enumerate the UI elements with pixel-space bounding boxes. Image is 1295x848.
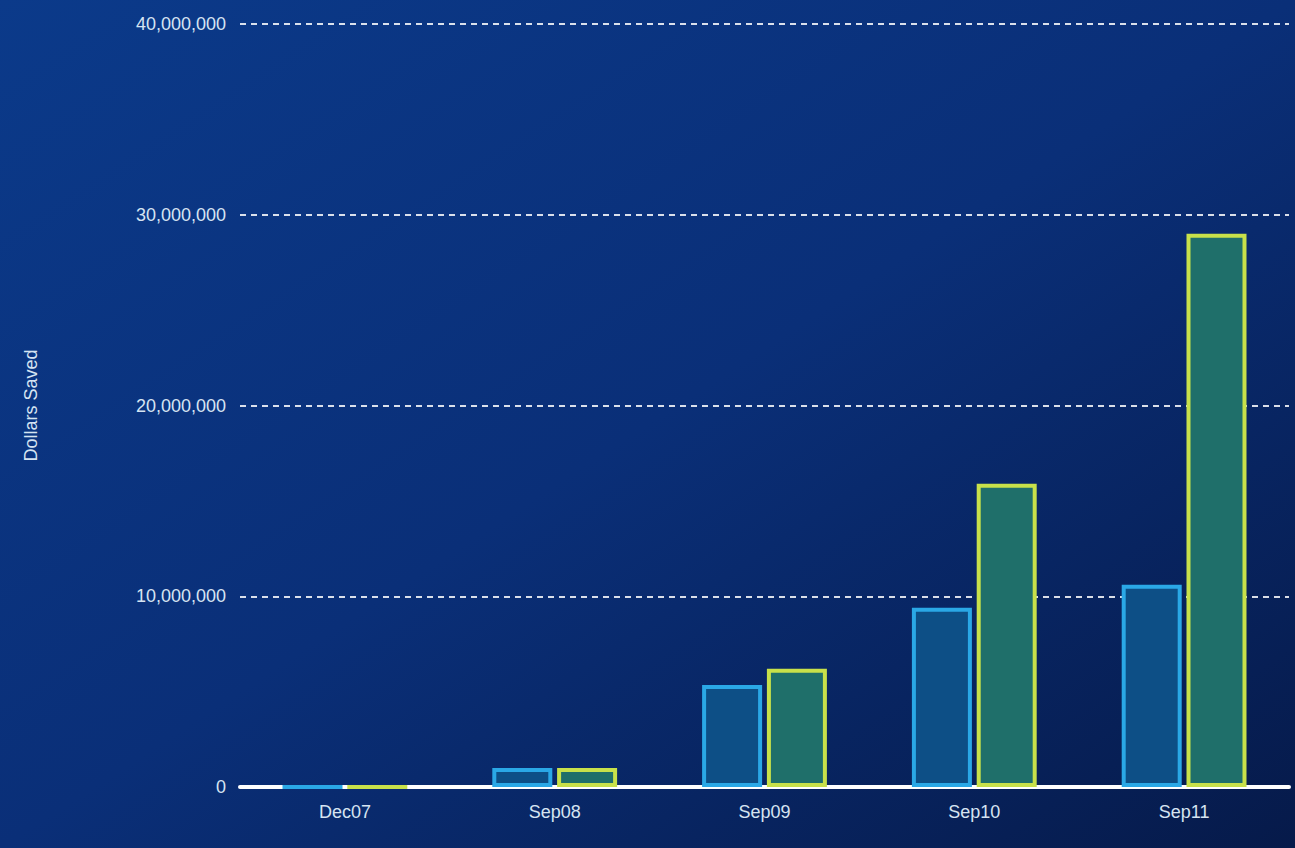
svg-text:Sep10: Sep10 — [948, 802, 1000, 822]
svg-text:40,000,000: 40,000,000 — [136, 14, 226, 34]
svg-text:Dec07: Dec07 — [319, 802, 371, 822]
svg-text:Sep08: Sep08 — [529, 802, 581, 822]
svg-text:20,000,000: 20,000,000 — [136, 396, 226, 416]
svg-text:10,000,000: 10,000,000 — [136, 586, 226, 606]
svg-text:0: 0 — [216, 777, 226, 797]
svg-text:Sep11: Sep11 — [1159, 802, 1210, 822]
svg-text:30,000,000: 30,000,000 — [136, 205, 226, 225]
svg-text:Sep09: Sep09 — [738, 802, 790, 822]
svg-text:Dollars Saved: Dollars Saved — [21, 349, 41, 461]
